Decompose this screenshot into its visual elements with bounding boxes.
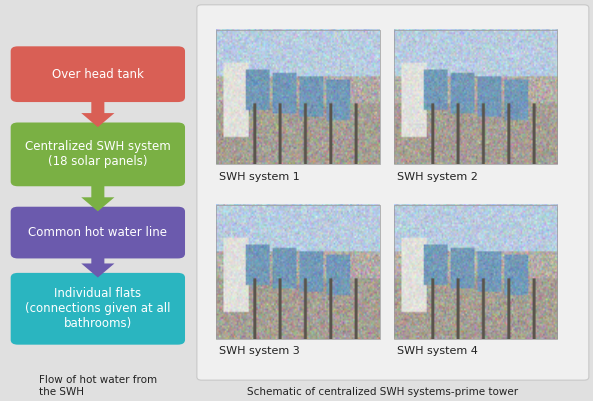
Text: Schematic of centralized SWH systems-prime tower: Schematic of centralized SWH systems-pri… bbox=[247, 387, 518, 397]
Text: Flow of hot water from
the SWH: Flow of hot water from the SWH bbox=[39, 375, 157, 397]
Text: SWH system 3: SWH system 3 bbox=[219, 346, 300, 356]
Polygon shape bbox=[81, 182, 114, 211]
FancyBboxPatch shape bbox=[11, 123, 185, 186]
Text: SWH system 2: SWH system 2 bbox=[397, 172, 478, 182]
Bar bbox=[216, 205, 380, 339]
FancyBboxPatch shape bbox=[197, 5, 589, 380]
Text: Common hot water line: Common hot water line bbox=[28, 226, 167, 239]
Polygon shape bbox=[81, 97, 114, 127]
Text: Individual flats
(connections given at all
bathrooms): Individual flats (connections given at a… bbox=[25, 287, 171, 330]
Text: SWH system 4: SWH system 4 bbox=[397, 346, 478, 356]
FancyBboxPatch shape bbox=[11, 47, 185, 102]
Text: Over head tank: Over head tank bbox=[52, 68, 144, 81]
Text: Centralized SWH system
(18 solar panels): Centralized SWH system (18 solar panels) bbox=[25, 140, 171, 168]
FancyBboxPatch shape bbox=[11, 273, 185, 344]
Bar bbox=[394, 205, 557, 339]
Bar bbox=[216, 30, 380, 164]
Bar bbox=[394, 30, 557, 164]
Text: SWH system 1: SWH system 1 bbox=[219, 172, 300, 182]
Polygon shape bbox=[81, 254, 114, 277]
FancyBboxPatch shape bbox=[11, 207, 185, 259]
